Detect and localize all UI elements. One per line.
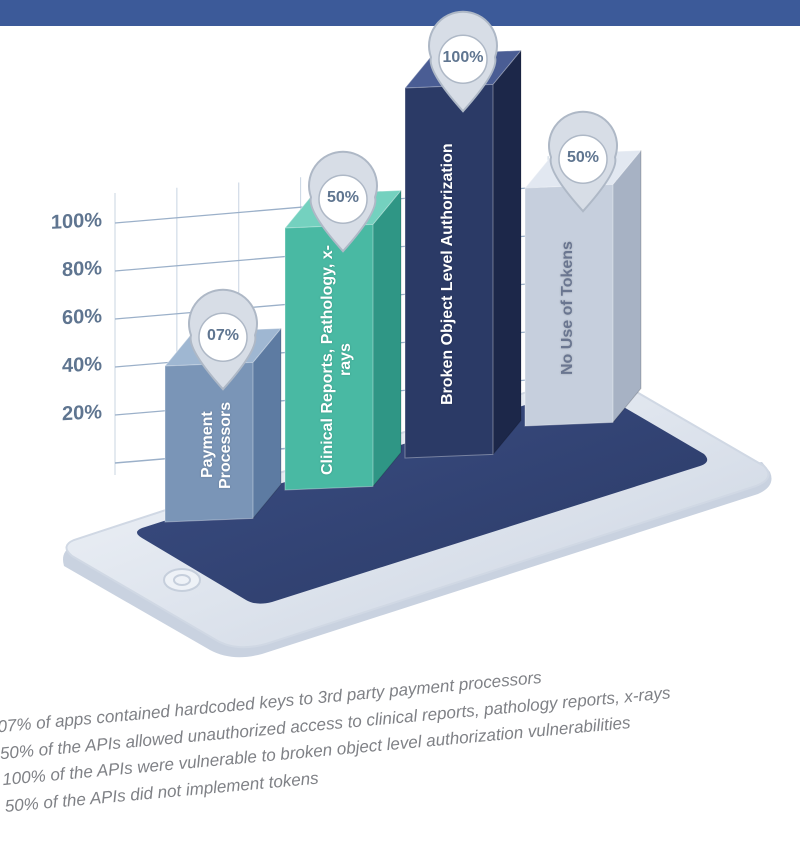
pin-value: 100% [435,49,491,67]
pin-value: 50% [315,189,371,207]
pin-value: 50% [555,149,611,167]
pin-value: 07% [195,327,251,345]
bars [0,0,800,700]
